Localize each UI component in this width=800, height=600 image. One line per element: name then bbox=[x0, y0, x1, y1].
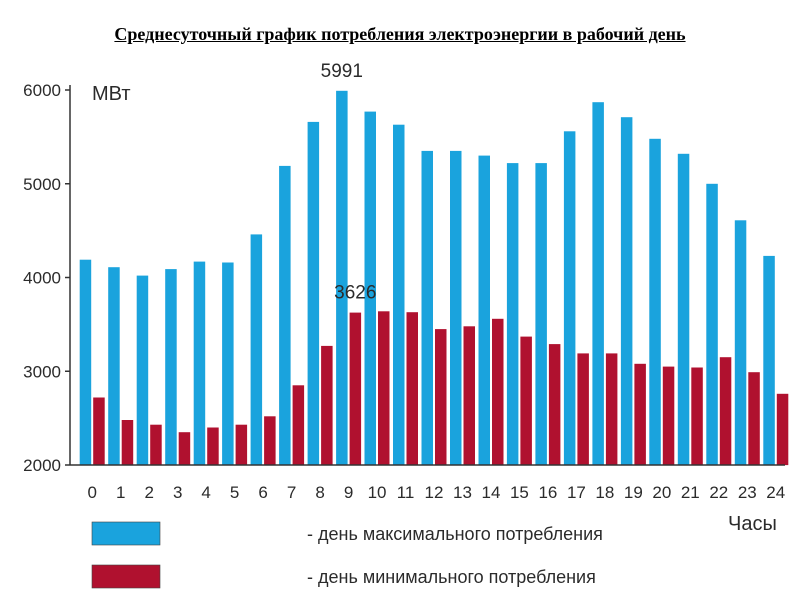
legend-swatch-min bbox=[91, 564, 161, 589]
y-axis-label: МВт bbox=[92, 83, 131, 105]
x-axis: 0 1 2 3 4 5 6 7 8 9 10 11 12 13 14 15 16 17 18 19 20 21 22 23 24 bbox=[70, 464, 785, 502]
x-tick-label: 6 bbox=[258, 483, 267, 502]
bar-min-3 bbox=[178, 432, 191, 465]
bar-min-19 bbox=[634, 363, 646, 466]
bar-min-0 bbox=[93, 397, 105, 465]
bar-min-16 bbox=[548, 344, 561, 465]
bar-max-14 bbox=[478, 155, 490, 465]
bar-max-11 bbox=[393, 124, 405, 465]
bar-min-20 bbox=[662, 366, 675, 465]
bar-max-1 bbox=[108, 267, 120, 465]
y-tick-label: 4000 bbox=[23, 269, 61, 288]
bar-max-0 bbox=[79, 259, 92, 465]
bar-min-7 bbox=[292, 385, 305, 465]
x-tick-label: 12 bbox=[425, 483, 444, 502]
x-axis-label: Часы bbox=[728, 513, 777, 535]
x-tick-label: 20 bbox=[652, 483, 671, 502]
bar-min-22 bbox=[719, 357, 732, 465]
x-tick-label: 9 bbox=[344, 483, 353, 502]
bar-max-20 bbox=[649, 138, 661, 466]
bar-max-22 bbox=[706, 183, 718, 466]
bar-max-19 bbox=[620, 117, 633, 465]
bar-min-18 bbox=[605, 353, 618, 465]
y-tick-label: 2000 bbox=[23, 456, 61, 475]
y-axis: 2000 3000 4000 5000 6000 bbox=[23, 81, 71, 475]
chart-title: Среднесуточный график потребления электр… bbox=[114, 24, 686, 44]
bar-max-6 bbox=[250, 234, 263, 465]
x-tick-label: 17 bbox=[567, 483, 586, 502]
bar-max-12 bbox=[421, 150, 433, 465]
bar-max-9 bbox=[336, 90, 348, 466]
legend: - день максимального потребления - день м… bbox=[91, 521, 603, 589]
x-tick-label: 11 bbox=[397, 483, 415, 502]
bar-max-7 bbox=[279, 165, 291, 465]
x-tick-label: 2 bbox=[144, 483, 153, 502]
bar-min-23 bbox=[748, 372, 760, 465]
bars bbox=[79, 90, 789, 466]
x-tick-label: 1 bbox=[116, 483, 125, 502]
bar-max-2 bbox=[136, 275, 149, 465]
x-tick-label: 21 bbox=[681, 483, 700, 502]
bar-min-1 bbox=[121, 420, 134, 465]
x-tick-label: 10 bbox=[368, 483, 387, 502]
x-tick-label: 13 bbox=[453, 483, 472, 502]
bar-max-21 bbox=[677, 153, 690, 466]
legend-label-max: - день максимального потребления bbox=[307, 524, 603, 544]
data-label-5991: 5991 bbox=[321, 61, 363, 82]
bar-min-12 bbox=[435, 329, 447, 465]
bar-max-8 bbox=[307, 121, 320, 466]
legend-label-min: - день минимального потребления bbox=[307, 567, 596, 587]
x-tick-label: 3 bbox=[173, 483, 182, 502]
bar-min-5 bbox=[235, 424, 248, 465]
bar-min-11 bbox=[406, 312, 418, 465]
x-tick-label: 19 bbox=[624, 483, 643, 502]
bar-min-10 bbox=[378, 311, 390, 466]
bar-max-17 bbox=[563, 131, 576, 466]
x-tick-label: 15 bbox=[510, 483, 529, 502]
bar-max-13 bbox=[450, 150, 462, 465]
bar-max-18 bbox=[592, 102, 604, 465]
bar-max-23 bbox=[734, 220, 747, 465]
bar-max-4 bbox=[193, 261, 206, 465]
bar-min-9 bbox=[349, 312, 362, 465]
x-tick-label: 24 bbox=[766, 483, 785, 502]
y-tick-label: 6000 bbox=[23, 81, 61, 100]
x-tick-label: 8 bbox=[315, 483, 324, 502]
data-label-3626: 3626 bbox=[334, 283, 376, 304]
x-tick-label: 18 bbox=[595, 483, 614, 502]
x-tick-label: 23 bbox=[738, 483, 757, 502]
legend-swatch-max bbox=[91, 521, 161, 546]
bar-max-10 bbox=[364, 111, 376, 465]
x-tick-label: 7 bbox=[287, 483, 296, 502]
bar-min-13 bbox=[463, 326, 475, 466]
bar-max-3 bbox=[165, 269, 177, 465]
bar-min-6 bbox=[264, 416, 276, 466]
bar-min-21 bbox=[691, 367, 703, 465]
bar-max-5 bbox=[222, 262, 234, 465]
bar-min-15 bbox=[520, 336, 532, 465]
x-tick-label: 22 bbox=[709, 483, 728, 502]
bar-max-24 bbox=[763, 255, 775, 465]
x-tick-label: 5 bbox=[230, 483, 239, 502]
annotations: 5991 3626 bbox=[321, 61, 377, 304]
bar-min-8 bbox=[321, 345, 333, 465]
y-tick-label: 5000 bbox=[23, 175, 61, 194]
bar-min-4 bbox=[207, 427, 219, 465]
bar-max-15 bbox=[506, 163, 519, 465]
bar-min-24 bbox=[776, 393, 789, 466]
x-tick-label: 16 bbox=[538, 483, 557, 502]
bar-max-16 bbox=[535, 163, 547, 465]
y-tick-label: 3000 bbox=[23, 362, 61, 381]
x-tick-label: 14 bbox=[481, 483, 500, 502]
bar-min-17 bbox=[577, 353, 589, 465]
bar-min-14 bbox=[492, 318, 504, 466]
x-tick-label: 0 bbox=[88, 483, 97, 502]
x-tick-label: 4 bbox=[201, 483, 210, 502]
bar-min-2 bbox=[150, 424, 162, 465]
